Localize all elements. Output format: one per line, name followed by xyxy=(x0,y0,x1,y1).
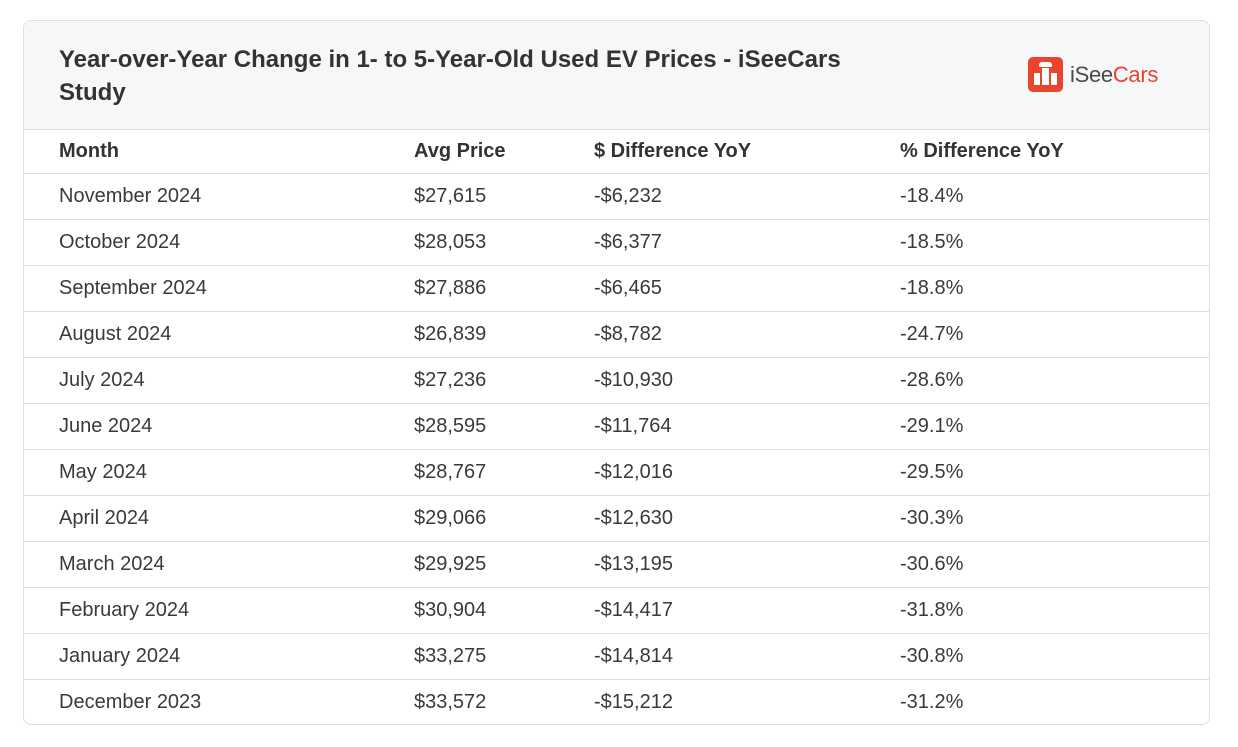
card-header: Year-over-Year Change in 1- to 5-Year-Ol… xyxy=(24,21,1209,130)
cell-avg-price: $26,839 xyxy=(414,311,594,358)
cell-dollar-diff: -$6,232 xyxy=(594,173,900,220)
table-row: September 2024 $27,886 -$6,465 -18.8% xyxy=(24,265,1209,312)
cell-percent-diff: -18.8% xyxy=(900,265,1209,312)
data-table-card: Year-over-Year Change in 1- to 5-Year-Ol… xyxy=(23,20,1210,725)
cell-dollar-diff: -$13,195 xyxy=(594,541,900,588)
column-header-percent-diff: % Difference YoY xyxy=(900,130,1209,174)
table-row: February 2024 $30,904 -$14,417 -31.8% xyxy=(24,587,1209,634)
cell-dollar-diff: -$6,465 xyxy=(594,265,900,312)
cell-month: February 2024 xyxy=(24,587,414,634)
cell-month: January 2024 xyxy=(24,633,414,680)
cell-dollar-diff: -$12,630 xyxy=(594,495,900,542)
logo-text-part2: Cars xyxy=(1112,61,1159,87)
table-row: June 2024 $28,595 -$11,764 -29.1% xyxy=(24,403,1209,450)
table-row: July 2024 $27,236 -$10,930 -28.6% xyxy=(24,357,1209,404)
cell-month: August 2024 xyxy=(24,311,414,358)
cell-dollar-diff: -$10,930 xyxy=(594,357,900,404)
cell-avg-price: $27,886 xyxy=(414,265,594,312)
cell-month: March 2024 xyxy=(24,541,414,588)
cell-dollar-diff: -$14,417 xyxy=(594,587,900,634)
iseecars-logo[interactable]: iSeeCars xyxy=(1028,57,1158,92)
cell-avg-price: $28,053 xyxy=(414,219,594,266)
table-row: May 2024 $28,767 -$12,016 -29.5% xyxy=(24,449,1209,496)
header-row: Month Avg Price $ Difference YoY % Diffe… xyxy=(24,130,1209,174)
table-row: October 2024 $28,053 -$6,377 -18.5% xyxy=(24,219,1209,266)
table-row: December 2023 $33,572 -$15,212 -31.2% xyxy=(24,680,1209,725)
cell-avg-price: $33,275 xyxy=(414,633,594,680)
table-body: November 2024 $27,615 -$6,232 -18.4% October… xyxy=(24,173,1209,725)
cell-month: April 2024 xyxy=(24,495,414,542)
cell-percent-diff: -30.3% xyxy=(900,495,1209,542)
table-row: April 2024 $29,066 -$12,630 -30.3% xyxy=(24,495,1209,542)
cell-percent-diff: -29.5% xyxy=(900,449,1209,496)
column-header-dollar-diff: $ Difference YoY xyxy=(594,130,900,174)
cell-dollar-diff: -$14,814 xyxy=(594,633,900,680)
logo-text: iSeeCars xyxy=(1070,62,1158,88)
table-row: March 2024 $29,925 -$13,195 -30.6% xyxy=(24,541,1209,588)
cell-avg-price: $29,925 xyxy=(414,541,594,588)
cell-month: June 2024 xyxy=(24,403,414,450)
cell-dollar-diff: -$12,016 xyxy=(594,449,900,496)
table-row: August 2024 $26,839 -$8,782 -24.7% xyxy=(24,311,1209,358)
cell-percent-diff: -18.4% xyxy=(900,173,1209,220)
iseecars-logo-icon xyxy=(1028,57,1063,92)
cell-month: October 2024 xyxy=(24,219,414,266)
cell-percent-diff: -18.5% xyxy=(900,219,1209,266)
cell-percent-diff: -28.6% xyxy=(900,357,1209,404)
cell-avg-price: $29,066 xyxy=(414,495,594,542)
cell-percent-diff: -29.1% xyxy=(900,403,1209,450)
cell-month: December 2023 xyxy=(59,691,202,713)
cell-percent-diff: -30.6% xyxy=(900,541,1209,588)
cell-dollar-diff: -$6,377 xyxy=(594,219,900,266)
cell-dollar-diff: -$11,764 xyxy=(594,403,900,450)
cell-month: July 2024 xyxy=(24,357,414,404)
cell-avg-price: $28,767 xyxy=(414,449,594,496)
cell-avg-price: $30,904 xyxy=(414,587,594,634)
cell-avg-price: $27,236 xyxy=(414,357,594,404)
cell-percent-diff: -24.7% xyxy=(900,311,1209,358)
cell-month: November 2024 xyxy=(24,173,414,220)
table-row: November 2024 $27,615 -$6,232 -18.4% xyxy=(24,173,1209,220)
cell-percent-diff: -30.8% xyxy=(900,633,1209,680)
column-header-avg-price: Avg Price xyxy=(414,130,594,174)
cell-percent-diff: -31.8% xyxy=(900,587,1209,634)
cell-month: May 2024 xyxy=(24,449,414,496)
cell-avg-price: $28,595 xyxy=(414,403,594,450)
price-table: Month Avg Price $ Difference YoY % Diffe… xyxy=(24,130,1209,725)
cell-dollar-diff: -$15,212 xyxy=(594,691,673,713)
cell-month: September 2024 xyxy=(24,265,414,312)
cell-avg-price: $27,615 xyxy=(414,173,594,220)
table-row: January 2024 $33,275 -$14,814 -30.8% xyxy=(24,633,1209,680)
column-header-month: Month xyxy=(24,130,414,174)
logo-text-part1: iSee xyxy=(1070,61,1113,87)
cell-dollar-diff: -$8,782 xyxy=(594,311,900,358)
cell-avg-price: $33,572 xyxy=(414,691,487,713)
table-title: Year-over-Year Change in 1- to 5-Year-Ol… xyxy=(59,46,841,106)
cell-percent-diff: -31.2% xyxy=(900,691,964,713)
